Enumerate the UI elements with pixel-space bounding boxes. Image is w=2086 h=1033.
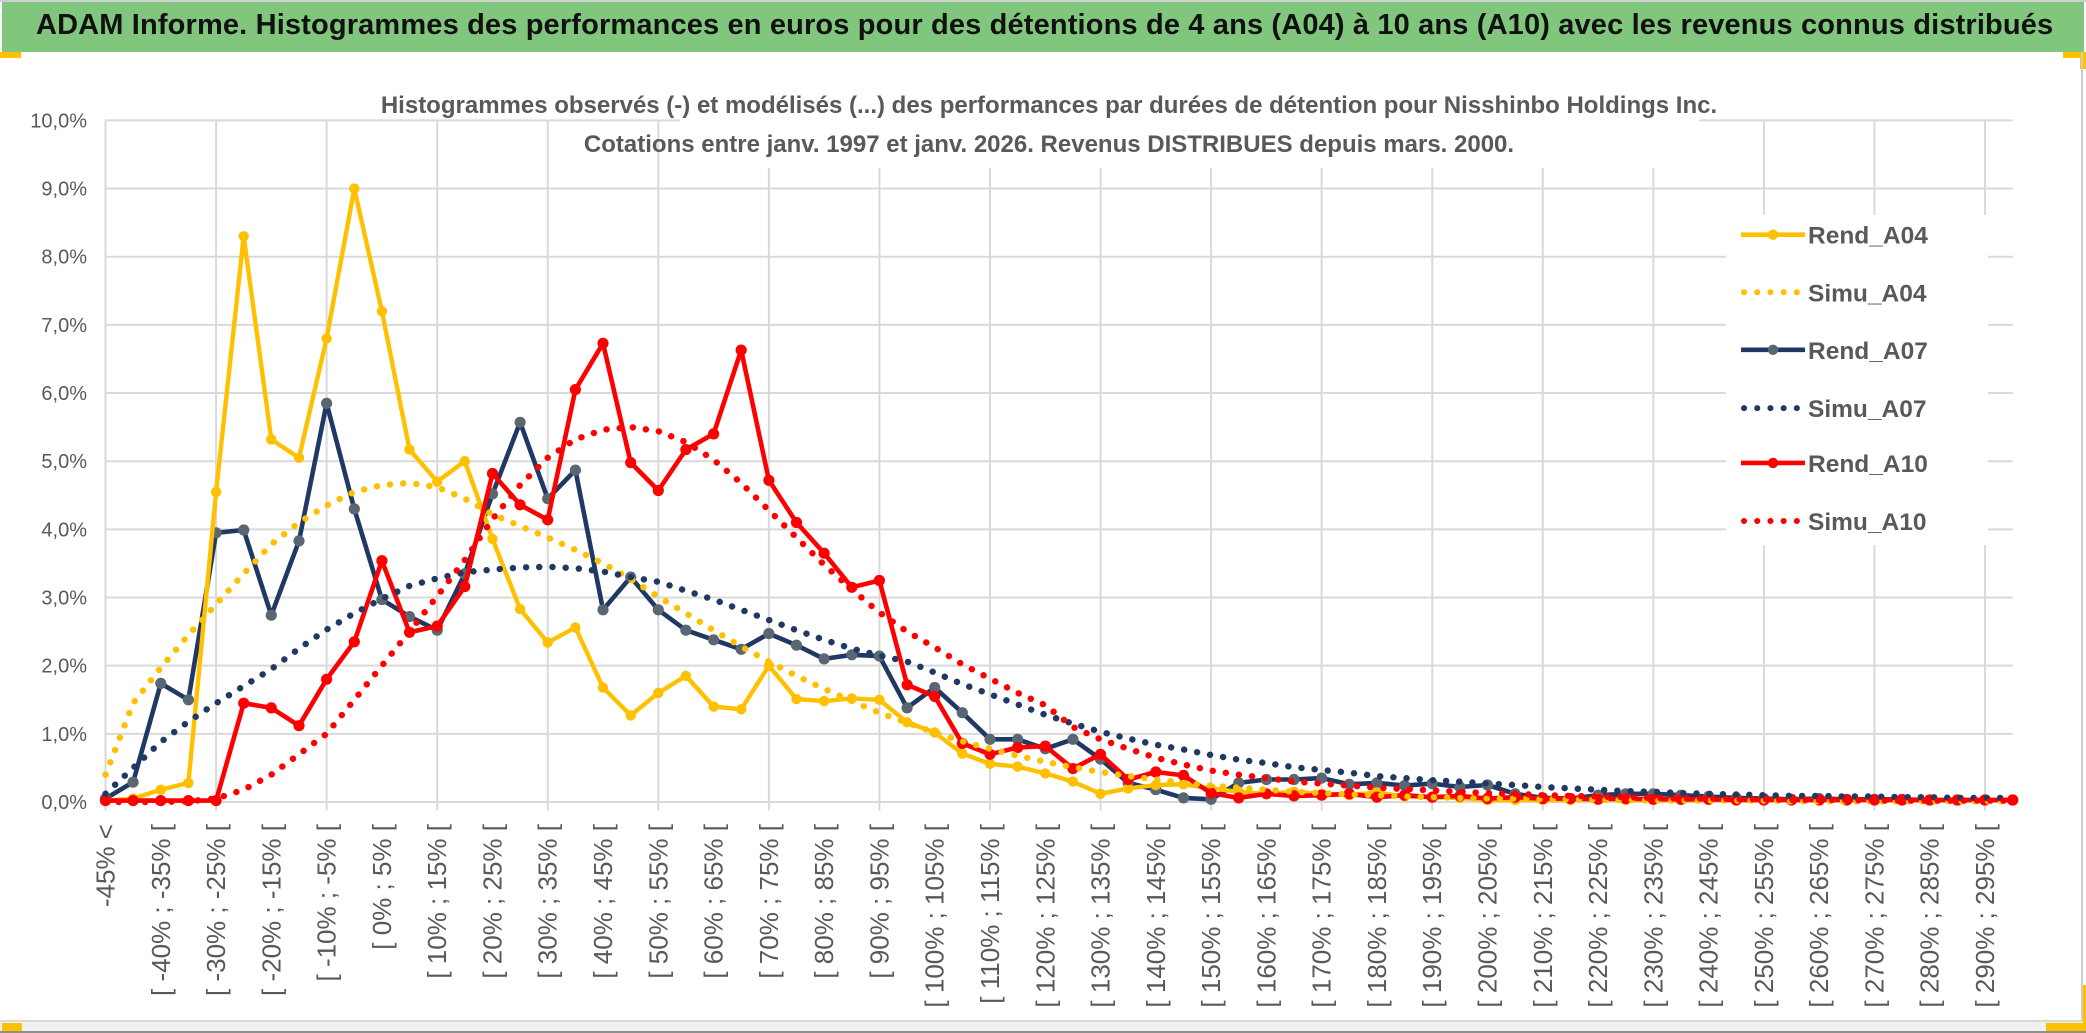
svg-text:[ 70% ; 75% [: [ 70% ; 75% [ (754, 823, 784, 978)
svg-text:10,0%: 10,0% (30, 110, 87, 132)
svg-text:8,0%: 8,0% (41, 247, 87, 269)
svg-text:2,0%: 2,0% (41, 656, 87, 678)
svg-text:[ 170% ; 175% [: [ 170% ; 175% [ (1307, 823, 1337, 1007)
svg-text:[ 40% ; 45% [: [ 40% ; 45% [ (588, 823, 618, 978)
svg-text:[ 210% ; 215% [: [ 210% ; 215% [ (1528, 823, 1558, 1007)
svg-text:4,0%: 4,0% (41, 519, 87, 541)
svg-text:[ 290% ; 295% [: [ 290% ; 295% [ (1970, 823, 2000, 1007)
svg-text:[ 30% ; 35% [: [ 30% ; 35% [ (533, 823, 563, 978)
svg-text:7,0%: 7,0% (41, 315, 87, 337)
svg-text:[ 140% ; 145% [: [ 140% ; 145% [ (1141, 823, 1171, 1007)
svg-text:Cotations entre janv. 1997 et: Cotations entre janv. 1997 et janv. 2026… (584, 131, 1514, 158)
svg-text:[ 110% ; 115% [: [ 110% ; 115% [ (975, 823, 1005, 1003)
svg-text:[ 250% ; 255% [: [ 250% ; 255% [ (1749, 823, 1779, 1007)
svg-text:[ 80% ; 85% [: [ 80% ; 85% [ (809, 823, 839, 978)
svg-text:[ 10% ; 15% [: [ 10% ; 15% [ (422, 823, 452, 978)
svg-text:[ 60% ; 65% [: [ 60% ; 65% [ (699, 823, 729, 978)
svg-text:[ 20% ; 25% [: [ 20% ; 25% [ (478, 823, 508, 978)
svg-text:Histogrammes observés (-) et m: Histogrammes observés (-) et modélisés (… (381, 92, 1717, 119)
svg-text:3,0%: 3,0% (41, 588, 87, 610)
svg-text:[ -40% ; -35% [: [ -40% ; -35% [ (146, 823, 176, 996)
svg-text:Rend_A04: Rend_A04 (1808, 223, 1928, 250)
svg-text:[ 120% ; 125% [: [ 120% ; 125% [ (1030, 823, 1060, 1007)
svg-text:[ 270% ; 275% [: [ 270% ; 275% [ (1860, 823, 1890, 1007)
svg-text:Rend_A10: Rend_A10 (1808, 451, 1928, 478)
svg-text:[ 0% ; 5% [: [ 0% ; 5% [ (367, 823, 397, 949)
svg-text:5,0%: 5,0% (41, 451, 87, 473)
svg-text:[ 230% ; 235% [: [ 230% ; 235% [ (1638, 823, 1668, 1007)
svg-text:[ -20% ; -15% [: [ -20% ; -15% [ (256, 823, 286, 996)
svg-text:[ 280% ; 285% [: [ 280% ; 285% [ (1915, 823, 1945, 1007)
svg-text:Simu_A10: Simu_A10 (1808, 509, 1926, 536)
svg-text:[ 180% ; 185% [: [ 180% ; 185% [ (1362, 823, 1392, 1007)
svg-text:[ 200% ; 205% [: [ 200% ; 205% [ (1473, 823, 1503, 1007)
svg-text:[ 190% ; 195% [: [ 190% ; 195% [ (1417, 823, 1447, 1007)
svg-text:Rend_A07: Rend_A07 (1808, 338, 1928, 365)
svg-text:[ -10% ; -5% [: [ -10% ; -5% [ (312, 823, 342, 981)
svg-text:9,0%: 9,0% (41, 179, 87, 201)
svg-text:-45% <: -45% < (91, 824, 121, 907)
svg-text:[ 50% ; 55% [: [ 50% ; 55% [ (643, 823, 673, 978)
svg-text:0,0%: 0,0% (41, 792, 87, 814)
svg-text:[ -30% ; -25% [: [ -30% ; -25% [ (201, 823, 231, 996)
svg-text:[ 160% ; 165% [: [ 160% ; 165% [ (1251, 823, 1281, 1007)
svg-text:6,0%: 6,0% (41, 383, 87, 405)
svg-text:[ 100% ; 105% [: [ 100% ; 105% [ (920, 823, 950, 1007)
svg-text:[ 260% ; 265% [: [ 260% ; 265% [ (1804, 823, 1834, 1007)
svg-text:[ 90% ; 95% [: [ 90% ; 95% [ (864, 823, 894, 978)
svg-text:[ 150% ; 155% [: [ 150% ; 155% [ (1196, 823, 1226, 1007)
svg-text:[ 240% ; 245% [: [ 240% ; 245% [ (1694, 823, 1724, 1007)
svg-text:1,0%: 1,0% (41, 724, 87, 746)
svg-text:Simu_A04: Simu_A04 (1808, 280, 1927, 307)
svg-text:Simu_A07: Simu_A07 (1808, 396, 1926, 423)
svg-text:[ 220% ; 225% [: [ 220% ; 225% [ (1583, 823, 1613, 1007)
svg-text:[ 130% ; 135% [: [ 130% ; 135% [ (1086, 823, 1116, 1007)
